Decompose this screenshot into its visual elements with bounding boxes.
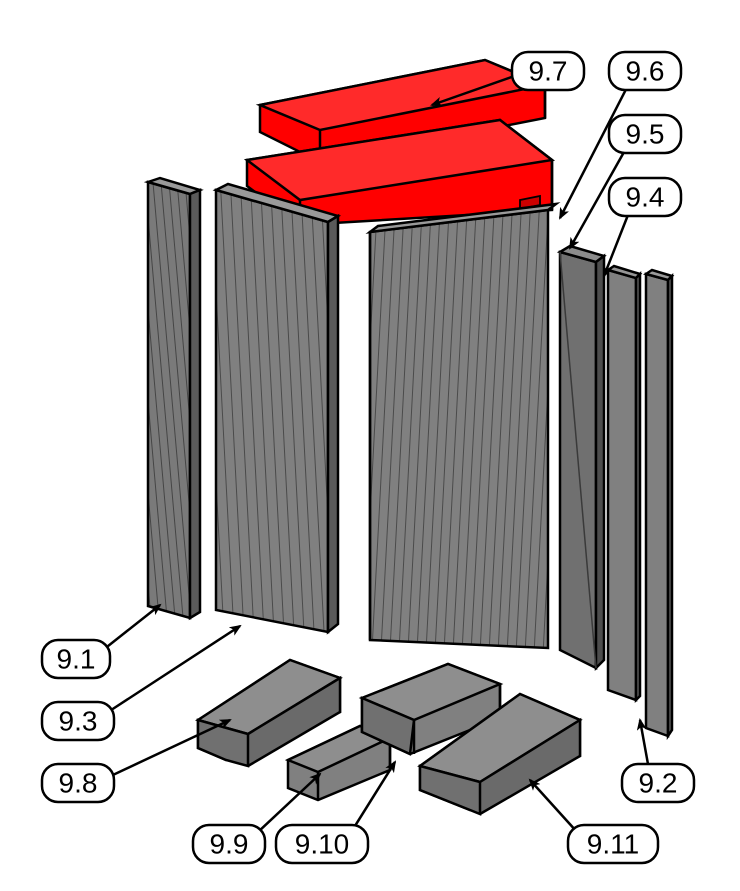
callout-label-text: 9.1 (57, 644, 96, 675)
callout-label-text: 9.10 (295, 829, 350, 860)
part-9-6-center-panel (370, 204, 556, 648)
part-9-5-right-inner-wedge (560, 246, 604, 668)
callout-label-text: 9.7 (529, 56, 568, 87)
callout-label-text: 9.3 (59, 706, 98, 737)
part-9-7-top-baffles (247, 60, 552, 225)
callout-arrow (530, 780, 577, 832)
callout-arrow (109, 626, 240, 711)
part-9-4-right-wedge (608, 266, 640, 700)
callout-label-text: 9.8 (59, 768, 98, 799)
callout-label-text: 9.4 (626, 182, 665, 213)
exploded-parts-diagram: 9.7 9.6 9.5 9.4 9.1 9.3 9.8 9.9 9.10 9.119.2 (0, 0, 740, 891)
callout-label-text: 9.2 (639, 768, 678, 799)
callout-arrow (105, 605, 160, 649)
part-9-1-left-outer-panel (148, 178, 200, 618)
callout-label-text: 9.11 (587, 829, 639, 860)
part-9-2-right-outer-panel (646, 270, 672, 736)
callout-label-text: 9.5 (626, 119, 665, 150)
callout-label-text: 9.9 (210, 829, 249, 860)
callout-label-text: 9.6 (626, 56, 665, 87)
part-9-3-left-ribbed-panel (216, 184, 338, 632)
